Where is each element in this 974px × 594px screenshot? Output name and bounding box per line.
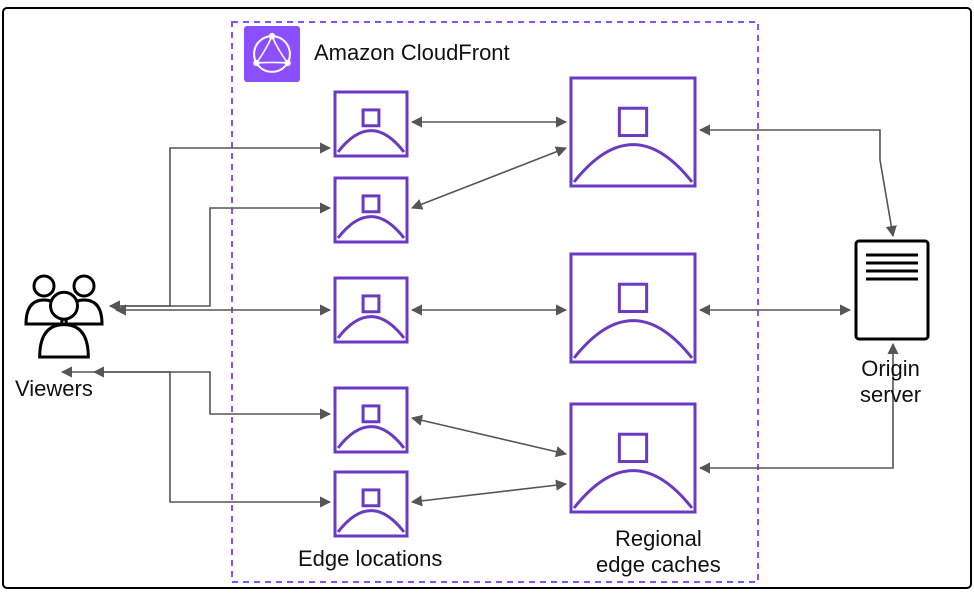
arrow-reg-origin-1 [700,130,893,236]
regional-caches-label: Regionaledge caches [596,526,721,578]
edge-locations-label: Edge locations [298,546,442,572]
edge-location-node-3 [335,278,407,342]
edge-location-node-2 [335,178,407,242]
arrow-edge-reg-3b [412,484,566,502]
arrow-edge-reg-1b [412,148,566,208]
edge-location-node-1 [335,92,407,156]
arrow-viewer-edge-2 [110,208,330,306]
edge-location-node-5 [335,472,407,536]
regional-cache-node-2 [571,254,695,362]
cloudfront-title: Amazon CloudFront [314,40,510,66]
diagram-canvas: Amazon CloudFront Viewers Edge locations… [0,0,974,594]
arrow-viewer-edge-5 [62,372,330,502]
arrow-viewer-edge-4 [94,372,330,414]
arrow-edge-reg-3a [412,418,566,454]
origin-server-icon [856,241,928,339]
arrow-viewer-edge-1 [110,148,330,306]
regional-cache-node-3 [571,404,695,512]
regional-cache-node-1 [571,78,695,186]
viewers-label: Viewers [15,376,93,402]
viewers-icon [26,276,102,357]
diagram-svg [0,0,974,594]
origin-label: Originserver [860,356,921,408]
edge-location-node-4 [335,388,407,452]
